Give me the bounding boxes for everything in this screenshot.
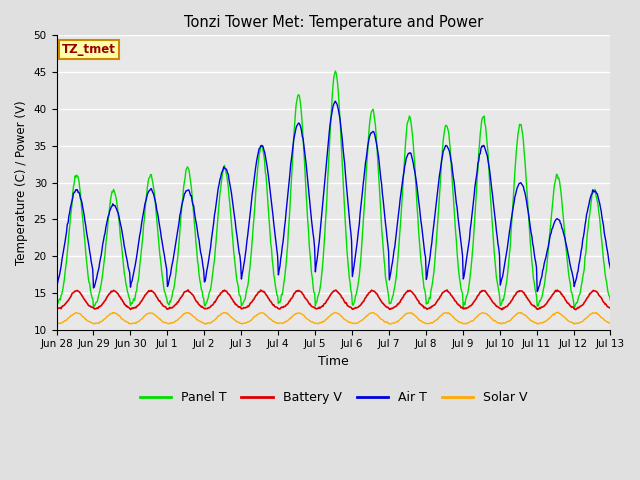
Solar V — [120, 317, 127, 323]
Battery V — [498, 307, 506, 312]
Solar V — [63, 317, 70, 323]
Battery V — [63, 300, 70, 305]
Line: Air T: Air T — [56, 101, 611, 291]
Solar V — [570, 321, 578, 327]
Y-axis label: Temperature (C) / Power (V): Temperature (C) / Power (V) — [15, 100, 28, 265]
Line: Solar V: Solar V — [56, 312, 611, 324]
Battery V — [52, 306, 60, 312]
Solar V — [205, 320, 213, 325]
Panel T — [52, 301, 60, 307]
Air T — [418, 223, 426, 229]
Line: Panel T: Panel T — [56, 71, 611, 308]
Air T — [52, 284, 60, 290]
Solar V — [554, 310, 562, 315]
Air T — [120, 238, 127, 243]
Solar V — [52, 321, 60, 327]
Panel T — [570, 305, 578, 311]
Air T — [607, 265, 614, 271]
Battery V — [176, 296, 184, 302]
Air T — [63, 229, 70, 235]
Panel T — [176, 230, 184, 236]
Solar V — [401, 312, 408, 318]
Solar V — [607, 320, 614, 326]
Battery V — [206, 305, 214, 311]
Panel T — [607, 298, 614, 303]
Battery V — [402, 290, 410, 296]
Battery V — [418, 302, 426, 308]
Air T — [533, 288, 541, 294]
Solar V — [176, 315, 184, 321]
Line: Battery V: Battery V — [56, 290, 611, 310]
Panel T — [402, 141, 410, 146]
Air T — [402, 160, 410, 166]
Air T — [205, 254, 213, 260]
Panel T — [418, 264, 426, 269]
Air T — [332, 98, 339, 104]
Air T — [176, 213, 184, 218]
Panel T — [120, 264, 127, 269]
Solar V — [417, 318, 425, 324]
Panel T — [63, 258, 70, 264]
X-axis label: Time: Time — [318, 355, 349, 368]
Panel T — [205, 290, 213, 296]
Panel T — [332, 68, 339, 74]
Text: TZ_tmet: TZ_tmet — [62, 43, 116, 56]
Battery V — [607, 306, 614, 312]
Legend: Panel T, Battery V, Air T, Solar V: Panel T, Battery V, Air T, Solar V — [134, 386, 532, 409]
Title: Tonzi Tower Met: Temperature and Power: Tonzi Tower Met: Temperature and Power — [184, 15, 483, 30]
Battery V — [120, 299, 127, 305]
Battery V — [184, 287, 192, 293]
